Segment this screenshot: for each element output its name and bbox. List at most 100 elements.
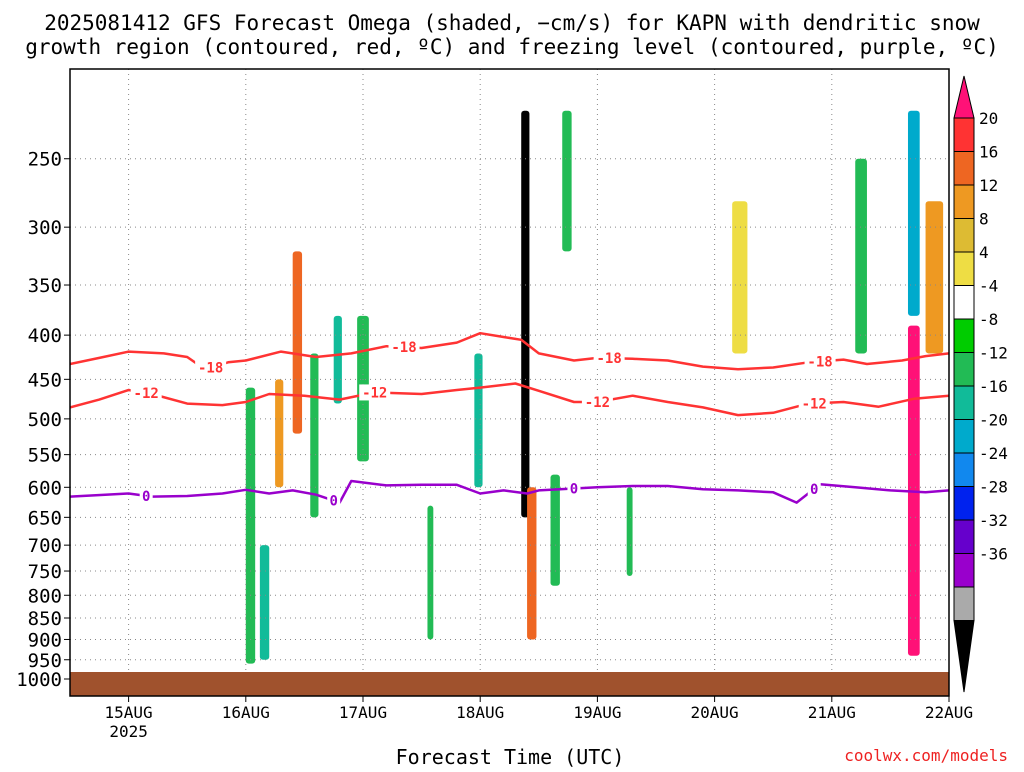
contour-label-0-2: -18 [596, 351, 621, 367]
omega-cell-4 [310, 353, 319, 518]
colorbar-band-6 [953, 285, 975, 320]
colorbar-band-13 [953, 519, 975, 554]
colorbar-label-13: -36 [979, 545, 1008, 564]
colorbar-label-10: -24 [979, 444, 1008, 463]
contour-label-2-3: 0 [810, 482, 818, 498]
contour-label-bg-1-3 [798, 395, 830, 412]
x-tick-label-4: 19AUG [573, 703, 621, 722]
colorbar-top-triangle [953, 75, 975, 119]
y-tick-label-1: 300 [28, 217, 62, 239]
colorbar-band-1 [953, 117, 975, 152]
y-tick-label-11: 800 [28, 585, 62, 607]
y-tick-label-12: 850 [28, 608, 62, 630]
plot-area [70, 69, 949, 696]
colorbar-band-4 [953, 218, 975, 253]
x-tick-label-3: 18AUG [456, 703, 504, 722]
contour-label-1-2: -12 [585, 395, 610, 411]
colorbar-label-9: -20 [979, 411, 1008, 430]
y-tick-label-7: 600 [28, 477, 62, 499]
contour-label-bg-2-0 [139, 487, 153, 504]
colorbar-label-3: 8 [979, 210, 989, 229]
plot-frame [69, 68, 950, 697]
omega-cell-15 [855, 158, 867, 354]
y-tick-label-8: 650 [28, 507, 62, 529]
colorbar-band-7 [953, 318, 975, 353]
contour-label-2-1: 0 [329, 494, 337, 510]
colorbar-label-1: 16 [979, 143, 998, 162]
y-tick-label-4: 450 [28, 369, 62, 391]
contour-label-bg-0-1 [388, 339, 420, 356]
y-tick-label-9: 700 [28, 535, 62, 557]
colorbar-label-6: -8 [979, 310, 998, 329]
y-tick-label-5: 500 [28, 409, 62, 431]
x-tick-label-5: 20AUG [691, 703, 739, 722]
colorbar-band-8 [953, 352, 975, 387]
x-tick-label-1: 16AUG [222, 703, 270, 722]
omega-cell-13 [626, 487, 633, 577]
contour-line-1 [70, 382, 949, 417]
contour-label-0-1: -18 [391, 340, 416, 356]
omega-cell-1 [259, 545, 270, 660]
colorbar-label-5: -4 [979, 277, 998, 296]
contour-label-bg-2-2 [567, 480, 581, 497]
colorbar-band-11 [953, 452, 975, 487]
omega-cell-9 [521, 110, 530, 518]
contour-label-1-1: -12 [362, 385, 387, 401]
colorbar-label-12: -32 [979, 511, 1008, 530]
colorbar-band-2 [953, 151, 975, 186]
contour-label-bg-1-1 [359, 384, 391, 401]
contour-label-bg-0-0 [195, 359, 227, 376]
contour-label-bg-0-2 [593, 350, 625, 367]
omega-cell-0 [245, 387, 256, 664]
omega-cell-3 [292, 251, 303, 434]
contour-label-bg-1-0 [130, 385, 162, 402]
contour-label-2-2: 0 [570, 482, 578, 498]
colorbar-band-9 [953, 385, 975, 420]
omega-cell-10 [527, 487, 537, 640]
x-tick-label-6: 21AUG [808, 703, 856, 722]
colorbar-band-14 [953, 553, 975, 588]
x-axis-label: Forecast Time (UTC) [396, 745, 625, 768]
colorbar-label-7: -12 [979, 344, 1008, 363]
omega-cell-14 [732, 201, 748, 354]
colorbar-band-5 [953, 251, 975, 286]
credit-text: coolwx.com/models [844, 746, 1008, 765]
omega-cell-5 [333, 315, 342, 404]
contour-label-bg-0-3 [804, 353, 836, 370]
x-tick-label-7: 22AUG [925, 703, 973, 722]
omega-cell-12 [562, 110, 572, 252]
colorbar-label-8: -16 [979, 377, 1008, 396]
colorbar-band-3 [953, 184, 975, 219]
colorbar-label-0: 20 [979, 109, 998, 128]
ground-surface [70, 672, 949, 696]
y-tick-label-10: 750 [28, 561, 62, 583]
colorbar-band-12 [953, 486, 975, 521]
y-tick-label-3: 400 [28, 325, 62, 347]
omega-cell-18 [925, 201, 944, 354]
omega-cell-2 [275, 379, 284, 488]
colorbar-label-2: 12 [979, 176, 998, 195]
contour-line-2 [70, 479, 949, 504]
omega-cell-17 [907, 110, 920, 316]
contour-label-bg-1-2 [581, 393, 613, 410]
contour-label-2-0: 0 [142, 489, 150, 505]
colorbar-bottom-triangle [953, 620, 975, 693]
y-tick-label-15: 1000 [16, 669, 62, 691]
omega-cell-11 [550, 474, 560, 586]
colorbar-label-4: 4 [979, 243, 989, 262]
colorbar-label-11: -28 [979, 478, 1008, 497]
y-tick-label-0: 250 [28, 149, 62, 171]
contour-label-1-3: -12 [802, 396, 827, 412]
x-tick-label-2: 17AUG [339, 703, 387, 722]
contour-label-bg-2-1 [327, 492, 341, 509]
contour-label-1-0: -12 [134, 386, 159, 402]
y-tick-label-13: 900 [28, 629, 62, 651]
y-tick-label-2: 350 [28, 275, 62, 297]
x-tick-label-0: 15AUG [105, 703, 153, 722]
contour-label-0-3: -18 [807, 354, 832, 370]
colorbar-band-15 [953, 586, 975, 621]
chart-title-line2: growth region (contoured, red, ºC) and f… [25, 35, 999, 59]
y-tick-label-6: 550 [28, 445, 62, 467]
